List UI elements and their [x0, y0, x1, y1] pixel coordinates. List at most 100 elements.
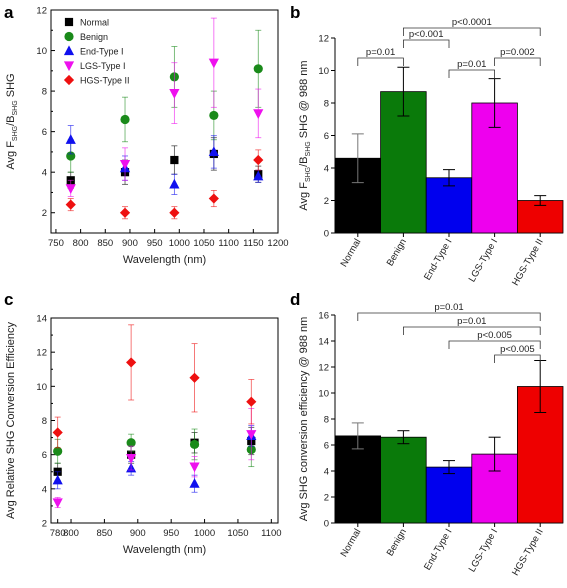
- y-tick-label: 10: [318, 66, 329, 77]
- y-tick-label: 10: [36, 46, 47, 57]
- legend-label: Normal: [80, 18, 109, 28]
- bracket: [402, 27, 541, 36]
- x-tick-label: Benign: [385, 527, 409, 558]
- bar: [380, 436, 427, 524]
- data-point: [126, 438, 136, 448]
- x-tick-label: LGS-Type I: [467, 237, 501, 284]
- x-tick-label: 800: [73, 238, 89, 249]
- p-value-label: p=0.01: [434, 302, 463, 313]
- data-point: [52, 474, 63, 485]
- x-tick-label: 1100: [261, 528, 281, 539]
- legend-marker: [64, 31, 74, 42]
- series-hgs-type-ii: [52, 324, 257, 449]
- legend-marker: [63, 61, 75, 72]
- series-hgs-type-ii: [65, 149, 264, 220]
- y-tick-label: 2: [42, 519, 47, 530]
- x-tick-label: Benign: [385, 237, 409, 268]
- y-tick-label: 4: [42, 168, 47, 179]
- y-tick-label: 0: [324, 229, 329, 240]
- y-tick-label: 6: [324, 131, 329, 142]
- x-tick-label: 800: [63, 528, 79, 539]
- x-tick-label: HGS-Type II: [510, 237, 546, 288]
- data-point: [208, 146, 219, 157]
- x-tick-label: 950: [147, 238, 163, 249]
- x-tick-label: 1050: [193, 238, 214, 249]
- data-point: [119, 159, 131, 170]
- y-tick-label: 0: [324, 519, 329, 530]
- x-tick-label: 1000: [169, 238, 190, 249]
- data-point: [65, 134, 76, 144]
- data-point: [189, 439, 200, 450]
- bracket: [494, 354, 541, 363]
- panel-d: d 0 2 4 6 8 10 12 14 16 Avg SHG conversion efficie…: [290, 290, 564, 578]
- y-tick-label: 8: [324, 99, 329, 110]
- series-benign: [53, 428, 256, 468]
- y-axis-label: Avg SHG conversion efficiency @ 988 nm: [298, 317, 310, 522]
- x-tick-label: 900: [130, 528, 146, 539]
- legend-marker: [63, 45, 75, 56]
- y-axis-label: Avg FSHG/BSHG SHG @ 988 nm: [298, 60, 312, 210]
- p-value-label: p<0.005: [477, 330, 512, 341]
- x-tick-label: 750: [48, 238, 64, 249]
- x-tick-label: 1000: [194, 528, 215, 539]
- data-point: [189, 478, 200, 488]
- p-value-label: p<0.005: [500, 344, 535, 355]
- panel-a: a 2 4 6 8 10 12 750 800 850 900 950 1000 1050 1100 1150…: [4, 3, 289, 266]
- y-tick-label: 10: [36, 382, 47, 393]
- y-tick-label: 16: [318, 311, 329, 322]
- y-tick-label: 12: [36, 6, 47, 17]
- data-point: [52, 498, 63, 509]
- x-tick-label: Normal: [339, 527, 364, 559]
- y-tick-label: 4: [324, 164, 329, 175]
- y-tick-label: 6: [324, 441, 329, 452]
- p-value-label: p=0.002: [500, 47, 535, 58]
- series-end-type-i: [65, 125, 264, 195]
- bar: [425, 466, 473, 524]
- data-point: [246, 396, 257, 407]
- panel-letter: c: [4, 290, 13, 309]
- data-point: [253, 109, 264, 119]
- series-lgs-type-i: [65, 17, 264, 197]
- legend-label: HGS-Type II: [80, 76, 130, 86]
- data-point: [209, 110, 219, 121]
- x-tick-label: 1200: [267, 238, 288, 249]
- x-tick-label: HGS-Type II: [510, 527, 546, 578]
- series-normal: [53, 426, 256, 481]
- series-lgs-type-i: [52, 408, 257, 509]
- y-axis-label: Avg FSHG/BSHG SHG: [5, 73, 19, 169]
- series-normal: [66, 137, 263, 189]
- y-tick-label: 14: [36, 314, 47, 325]
- bracket: [402, 39, 450, 48]
- plot-frame: [50, 9, 279, 234]
- data-point: [52, 427, 63, 438]
- y-axis-label: Avg Relative SHG Conversion Efficiency: [5, 321, 17, 519]
- data-point: [65, 199, 76, 210]
- legend-label: LGS-Type I: [80, 61, 126, 71]
- bar: [425, 177, 473, 234]
- bracket: [494, 57, 541, 66]
- p-value-label: p<0.001: [409, 29, 444, 40]
- p-value-label: p=0.01: [366, 47, 395, 58]
- bracket: [357, 57, 404, 66]
- panel-letter: d: [290, 290, 300, 309]
- y-tick-label: 8: [42, 416, 47, 427]
- bracket: [448, 340, 541, 349]
- y-tick-label: 6: [42, 127, 47, 138]
- x-tick-label: End-Type I: [422, 237, 455, 282]
- legend: Normal Benign End-Type I LGS-Type I HGS-Type…: [63, 18, 130, 86]
- x-tick-label: 1100: [218, 238, 238, 249]
- y-tick-label: 2: [324, 493, 329, 504]
- y-tick-label: 6: [42, 450, 47, 461]
- y-tick-label: 4: [42, 484, 47, 495]
- data-point: [170, 155, 179, 165]
- plot-frame: [50, 317, 279, 524]
- data-point: [169, 178, 180, 189]
- data-point: [208, 58, 219, 69]
- x-tick-label: 950: [163, 528, 179, 539]
- panel-b: b 0 2 4 6 8 10 12 Avg FSHG/BSHG SHG @ 988 nm Norm…: [290, 3, 564, 288]
- panel-letter: b: [290, 3, 300, 22]
- x-tick-label: 1150: [243, 238, 263, 249]
- bracket: [357, 312, 541, 321]
